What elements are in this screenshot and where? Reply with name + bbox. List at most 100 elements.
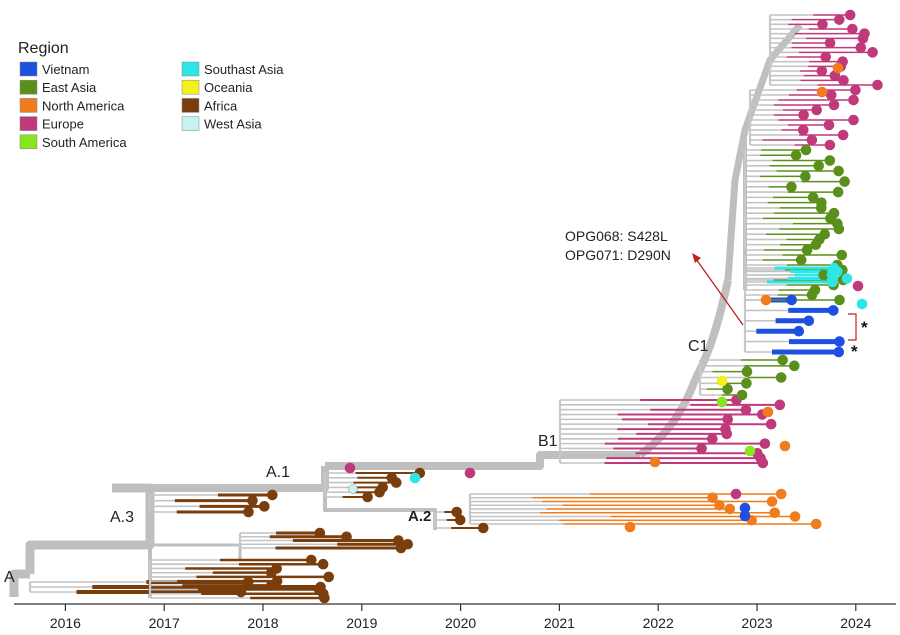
tree-tip (795, 254, 807, 266)
tree-branch (150, 543, 242, 560)
legend-swatch (19, 79, 38, 95)
tree-tip (247, 495, 258, 506)
annotation-line-2: OPG071: D290N (565, 247, 671, 263)
tree-tip (855, 42, 867, 53)
tree-tip (833, 223, 845, 235)
tree-tip (779, 440, 791, 452)
legend-swatch (19, 98, 38, 113)
tree-tip (317, 558, 329, 570)
tree-tip (867, 47, 878, 58)
tree-tip (824, 155, 836, 166)
tree-tip (848, 94, 859, 106)
tree-tip (800, 171, 811, 182)
tree-tip (836, 249, 848, 261)
tree-tip (852, 280, 864, 292)
tree-tip (789, 511, 801, 522)
tree-tip (757, 457, 769, 469)
tree-tip (721, 428, 733, 440)
tree-tip (769, 507, 781, 519)
tree-tip (760, 294, 772, 306)
tree-tip (242, 576, 254, 588)
marker-star-1: * (861, 318, 868, 337)
tree-tip (793, 325, 805, 337)
tree-tip (856, 298, 868, 310)
tree-branch (325, 451, 640, 470)
legend-label: Oceania (204, 80, 253, 95)
tree-tip (806, 289, 818, 301)
annotation-arrowhead (692, 253, 701, 263)
tree-tip (775, 372, 787, 383)
annotation-line-1: OPG068: S428L (565, 228, 668, 244)
tree-tip (736, 389, 748, 401)
tree-tip (815, 202, 827, 214)
tree-tip (451, 506, 463, 518)
tree-branch (150, 466, 329, 492)
tree-tip (362, 491, 373, 503)
tree-tip (786, 181, 797, 193)
clade-label-a3: A.3 (110, 509, 134, 526)
legend-label: East Asia (42, 80, 97, 95)
legend-swatch (181, 98, 200, 113)
legend-swatch (181, 116, 200, 131)
tree-tip (818, 269, 829, 281)
tree-tip (823, 119, 835, 131)
legend-swatch (181, 79, 200, 95)
tree-tip (832, 62, 844, 74)
tree-tip (305, 554, 317, 566)
tree-tip (266, 567, 277, 578)
tree-tip (344, 462, 356, 474)
tree-tip (828, 305, 839, 316)
tree-tip (833, 346, 845, 358)
legend-label: South America (42, 135, 127, 150)
legend-title: Region (18, 40, 69, 57)
x-axis-tick-label: 2023 (741, 615, 772, 631)
tree-tip (816, 65, 828, 77)
tree-tip (850, 84, 861, 96)
tree-tip (813, 160, 825, 172)
marker-star-2: * (851, 342, 858, 361)
legend-label: Vietnam (42, 62, 89, 77)
tree-tip (464, 467, 476, 479)
tree-branch (25, 483, 155, 574)
tree-tip (810, 239, 822, 251)
tree-tip (341, 531, 352, 543)
tree-tip (395, 542, 407, 554)
x-axis-tick-label: 2022 (643, 615, 674, 631)
tree-branch (724, 22, 803, 281)
tree-tip (765, 418, 777, 430)
tree-tip (807, 192, 819, 203)
tree-tip (788, 360, 800, 372)
tree-tips (235, 9, 883, 604)
tree-tip (848, 114, 859, 126)
tree-tip (824, 37, 836, 49)
tree-tip (454, 514, 466, 526)
tree-tip (817, 19, 828, 30)
tree-tip (724, 503, 736, 515)
tree-tip (624, 521, 636, 533)
tree-tip (847, 23, 858, 35)
tree-tip (243, 506, 254, 518)
tree-tip (374, 486, 385, 498)
tree-tip (820, 51, 832, 63)
legend-label: Southast Asia (204, 62, 284, 77)
tree-tip (319, 592, 330, 604)
tree-tip (801, 244, 813, 256)
tree-tip (832, 186, 844, 198)
tree-tip (811, 104, 822, 116)
clade-label-b1: B1 (538, 433, 558, 450)
tree-tip (707, 492, 718, 504)
tree-tip (798, 109, 809, 121)
tree-tip (235, 586, 247, 598)
x-axis-tick-label: 2016 (50, 615, 81, 631)
tree-tip (740, 404, 752, 415)
tree-tip (265, 580, 277, 591)
tree-tip (766, 496, 778, 507)
tree-tip (816, 86, 828, 98)
legend: Region Vietnam East Asia North America Euro… (18, 40, 284, 150)
tree-tip (806, 134, 818, 146)
legend-swatch (181, 61, 200, 77)
tree-tip (759, 438, 771, 449)
tree-tip (824, 139, 836, 151)
tree-tip (722, 414, 733, 425)
